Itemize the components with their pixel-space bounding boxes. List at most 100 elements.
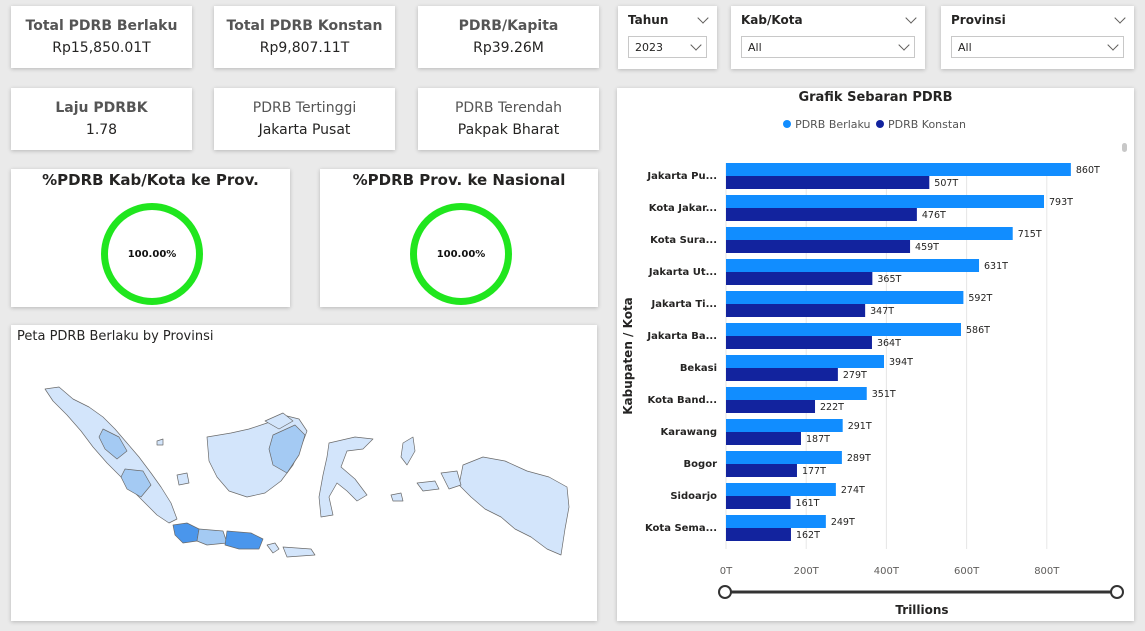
bar-berlaku[interactable] bbox=[726, 451, 842, 464]
x-tick-label: 0T bbox=[720, 566, 733, 577]
map-visual: Peta PDRB Berlaku by Provinsi bbox=[11, 325, 597, 621]
bar-konstan[interactable] bbox=[726, 304, 866, 317]
bar-berlaku[interactable] bbox=[726, 515, 826, 528]
tahun-dropdown[interactable]: 2023 bbox=[628, 36, 707, 58]
kpi-pdrb-tertinggi: PDRB Tertinggi Jakarta Pusat bbox=[214, 88, 395, 150]
map-title: Peta PDRB Berlaku by Provinsi bbox=[17, 329, 214, 344]
data-label: 592T bbox=[968, 293, 992, 304]
data-label: 394T bbox=[889, 357, 913, 368]
bar-konstan[interactable] bbox=[726, 464, 797, 477]
kpi-total-pdrb-berlaku: Total PDRB Berlaku Rp15,850.01T bbox=[11, 6, 192, 68]
indonesia-map[interactable] bbox=[11, 325, 597, 621]
legend-berlaku-dot bbox=[783, 120, 792, 128]
legend-berlaku-label[interactable]: PDRB Berlaku bbox=[795, 117, 871, 131]
bar-konstan[interactable] bbox=[726, 208, 917, 221]
category-label: Jakarta Ti... bbox=[651, 299, 717, 310]
bar-konstan[interactable] bbox=[726, 496, 791, 509]
kpi-label: PDRB/Kapita bbox=[458, 18, 559, 34]
gauge-value: 100.00% bbox=[436, 248, 486, 260]
bar-konstan[interactable] bbox=[726, 432, 801, 445]
gauge-title: %PDRB Kab/Kota ke Prov. bbox=[42, 171, 259, 189]
bar-chart-visual: Grafik Sebaran PDRB PDRB Berlaku PDRB Ko… bbox=[617, 88, 1134, 621]
bar-berlaku[interactable] bbox=[726, 195, 1044, 208]
bar-konstan[interactable] bbox=[726, 240, 911, 253]
bar-berlaku[interactable] bbox=[726, 291, 964, 304]
category-label: Kota Band... bbox=[648, 395, 718, 406]
data-label: 187T bbox=[806, 434, 830, 445]
bar-berlaku[interactable] bbox=[726, 163, 1071, 176]
bar-konstan[interactable] bbox=[726, 272, 873, 285]
map-region-jawa-timur bbox=[224, 530, 264, 550]
kpi-label: Total PDRB Berlaku bbox=[25, 18, 178, 34]
selected-value: 2023 bbox=[635, 40, 663, 54]
data-label: 291T bbox=[848, 421, 872, 432]
bar-berlaku[interactable] bbox=[726, 483, 836, 496]
map-region-papua bbox=[458, 456, 570, 556]
data-label: 222T bbox=[820, 402, 844, 413]
data-label: 507T bbox=[934, 178, 958, 189]
map-region-jawa-barat bbox=[172, 522, 200, 544]
provinsi-dropdown[interactable]: All bbox=[951, 36, 1124, 58]
bar-berlaku[interactable] bbox=[726, 259, 980, 272]
selected-value: All bbox=[958, 40, 972, 54]
category-label: Bekasi bbox=[680, 363, 717, 374]
chevron-down-icon bbox=[1107, 39, 1119, 51]
data-label: 715T bbox=[1018, 229, 1042, 240]
data-label: 793T bbox=[1049, 197, 1073, 208]
x-axis-title: Trillions bbox=[895, 603, 948, 617]
kpi-value: 1.78 bbox=[85, 122, 118, 138]
chevron-down-icon[interactable] bbox=[697, 12, 709, 24]
bar-konstan[interactable] bbox=[726, 528, 791, 541]
data-label: 162T bbox=[796, 530, 820, 541]
data-label: 364T bbox=[877, 338, 901, 349]
bar-konstan[interactable] bbox=[726, 368, 838, 381]
chart-legend: PDRB Berlaku PDRB Konstan bbox=[617, 117, 1134, 131]
map-region-kalimantan-timur bbox=[268, 424, 306, 474]
map-region-riau-kepulauan bbox=[156, 438, 164, 446]
kpi-value: Rp15,850.01T bbox=[52, 40, 151, 56]
legend-konstan-label[interactable]: PDRB Konstan bbox=[888, 117, 966, 131]
data-label: 365T bbox=[877, 274, 901, 285]
slicer-kab-kota: Kab/Kota All bbox=[731, 6, 925, 69]
zoom-slider-end-handle[interactable] bbox=[1110, 585, 1124, 599]
kpi-value: Pakpak Bharat bbox=[457, 122, 560, 138]
zoom-slider-start-handle[interactable] bbox=[718, 585, 732, 599]
selected-value: All bbox=[748, 40, 762, 54]
data-label: 459T bbox=[915, 242, 939, 253]
bar-konstan[interactable] bbox=[726, 176, 930, 189]
map-region-bali-nt bbox=[266, 542, 316, 558]
map-region-jawa-tengah bbox=[196, 528, 228, 546]
data-label: 177T bbox=[802, 466, 826, 477]
chevron-down-icon[interactable] bbox=[1114, 12, 1126, 24]
map-region-sumatra-utara bbox=[98, 428, 128, 460]
bar-berlaku[interactable] bbox=[726, 355, 884, 368]
slicer-provinsi: Provinsi All bbox=[941, 6, 1134, 69]
gauge-title: %PDRB Prov. ke Nasional bbox=[352, 171, 566, 189]
data-label: 274T bbox=[841, 485, 865, 496]
slicer-label: Tahun bbox=[628, 13, 669, 27]
bar-berlaku[interactable] bbox=[726, 419, 843, 432]
bar-konstan[interactable] bbox=[726, 336, 872, 349]
bar-berlaku[interactable] bbox=[726, 227, 1013, 240]
kpi-value: Jakarta Pusat bbox=[258, 122, 351, 138]
bar-berlaku[interactable] bbox=[726, 387, 867, 400]
data-label: 476T bbox=[922, 210, 946, 221]
map-region-sumatra bbox=[44, 386, 178, 524]
data-label: 279T bbox=[843, 370, 867, 381]
data-label: 347T bbox=[870, 306, 894, 317]
bar-chart-svg: 0T 200T 400T 600T 800T Jakarta Pu... 860T 507T K… bbox=[621, 143, 1127, 617]
kpi-laju-pdrbk: Laju PDRBK 1.78 bbox=[11, 88, 192, 150]
kab-kota-dropdown[interactable]: All bbox=[741, 36, 915, 58]
kpi-label: Laju PDRBK bbox=[55, 100, 148, 116]
legend-konstan-dot bbox=[876, 120, 884, 128]
map-region-maluku bbox=[390, 436, 440, 502]
map-region-papua-barat bbox=[440, 470, 462, 490]
bar-konstan[interactable] bbox=[726, 400, 816, 413]
category-label: Bogor bbox=[684, 459, 718, 470]
chevron-down-icon bbox=[898, 39, 910, 51]
bar-berlaku[interactable] bbox=[726, 323, 961, 336]
kpi-label: Total PDRB Konstan bbox=[226, 18, 383, 34]
gauge-kab-kota-ke-prov: %PDRB Kab/Kota ke Prov. 100.00% bbox=[11, 169, 290, 307]
chevron-down-icon[interactable] bbox=[905, 12, 917, 24]
vertical-scrollbar[interactable] bbox=[1122, 143, 1127, 152]
